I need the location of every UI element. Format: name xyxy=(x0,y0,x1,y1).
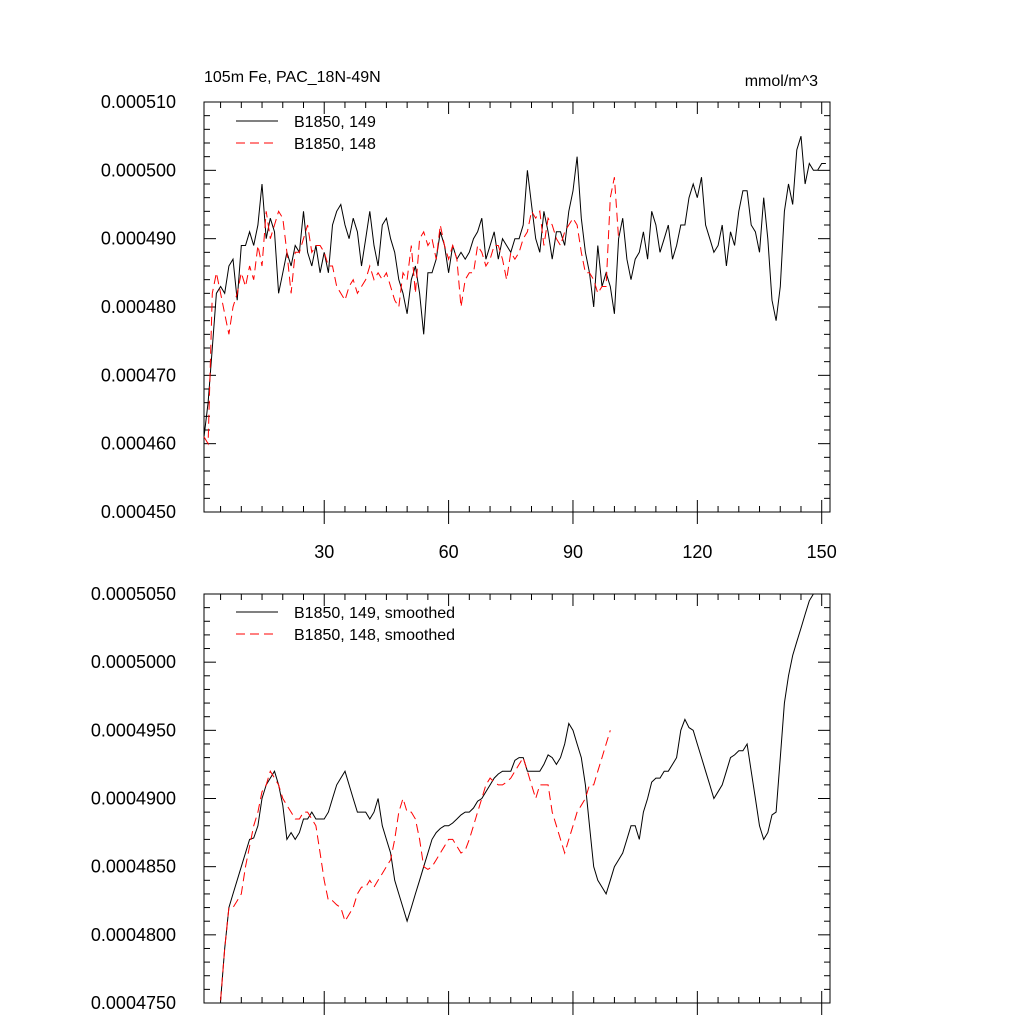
units-label: mmol/m^3 xyxy=(745,73,818,90)
y-tick-label: 0.0004750 xyxy=(91,993,176,1013)
y-tick-label: 0.0005000 xyxy=(91,652,176,672)
legend-label-1: B1850, 149, smoothed xyxy=(294,605,455,622)
y-tick-label: 0.0005050 xyxy=(91,584,176,604)
bottom-panel: 0.0004750 0.0004800 0.0004850 0.0004900 0.00… xyxy=(91,584,831,1015)
series-line-2 xyxy=(203,177,620,446)
y-tick-label: 0.0004950 xyxy=(91,720,176,740)
legend-label-2: B1850, 148 xyxy=(294,136,376,153)
plot-frame xyxy=(203,593,831,1004)
y-tick-label: 0.000460 xyxy=(101,434,176,454)
y-tick-label: 0.0004800 xyxy=(91,925,176,945)
series-line-1 xyxy=(220,593,814,1001)
x-tick-label: 60 xyxy=(439,542,459,562)
y-tick-label: 0.0004850 xyxy=(91,857,176,877)
y-tick-label: 0.000490 xyxy=(101,229,176,249)
y-tick-label: 0.000500 xyxy=(101,160,176,180)
y-tick-label: 0.0004900 xyxy=(91,789,176,809)
plot-frame xyxy=(203,101,831,513)
x-tick-label: 30 xyxy=(314,542,334,562)
x-tick-label: 90 xyxy=(563,542,583,562)
top-panel: 0.000450 0.000460 0.000470 0.000480 0.000490… xyxy=(101,92,837,562)
y-tick-label: 0.000450 xyxy=(101,502,176,522)
chart-title: 105m Fe, PAC_18N-49N xyxy=(204,69,381,86)
y-tick-label: 0.000480 xyxy=(101,297,176,317)
series-line-1 xyxy=(203,136,826,437)
legend-label-2: B1850, 148, smoothed xyxy=(294,627,455,644)
x-tick-label: 120 xyxy=(682,542,712,562)
series-line-2 xyxy=(220,730,611,1001)
x-tick-label: 150 xyxy=(807,542,837,562)
y-tick-label: 0.000510 xyxy=(101,92,176,112)
legend-label-1: B1850, 149 xyxy=(294,114,376,131)
y-tick-label: 0.000470 xyxy=(101,365,176,385)
